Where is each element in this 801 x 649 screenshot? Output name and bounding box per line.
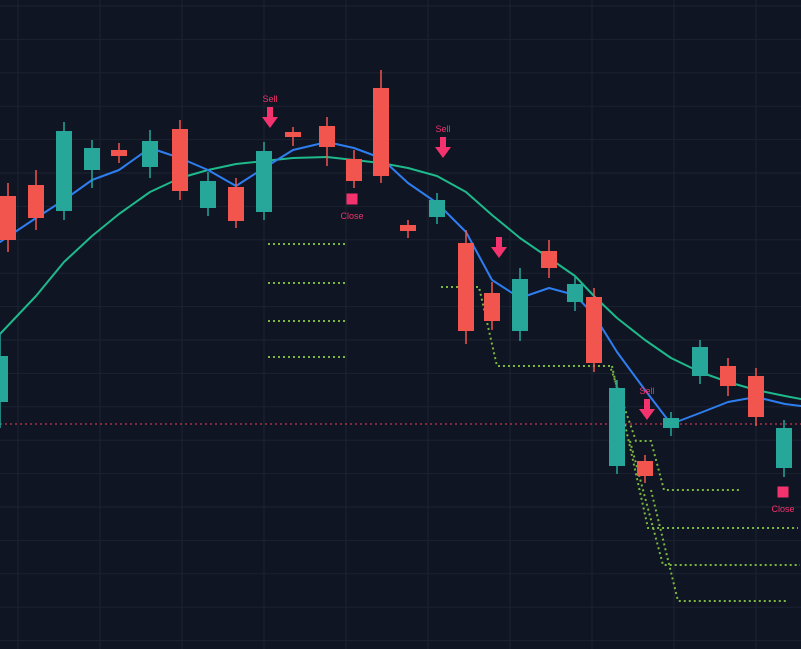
trail-stop-lines xyxy=(268,243,800,602)
sell-label[interactable]: Sell xyxy=(639,386,654,396)
candle-body xyxy=(373,88,389,176)
candle-body xyxy=(346,159,362,181)
candle xyxy=(111,143,127,163)
candle xyxy=(692,340,708,384)
candle xyxy=(637,455,653,483)
sell-arrow-icon[interactable] xyxy=(262,107,278,128)
ma-fast-line xyxy=(0,141,801,425)
close-square-icon[interactable] xyxy=(346,193,358,205)
candle-body xyxy=(720,366,736,386)
candle-body xyxy=(458,243,474,331)
candle xyxy=(172,120,188,200)
candle-body xyxy=(142,141,158,167)
candle-body xyxy=(0,196,16,240)
candle xyxy=(0,332,8,428)
candle xyxy=(319,117,335,166)
candle xyxy=(0,183,16,252)
candle-body xyxy=(429,200,445,217)
candle-body xyxy=(484,293,500,321)
candle-body xyxy=(512,279,528,331)
candle xyxy=(748,368,764,426)
candle xyxy=(285,127,301,146)
signal-markers: Sell Close Sell Sell Close xyxy=(262,94,795,514)
candle xyxy=(541,240,557,278)
candle xyxy=(84,140,100,188)
close-label[interactable]: Close xyxy=(771,504,794,514)
candle-body xyxy=(200,181,216,208)
candle xyxy=(567,276,583,311)
candle xyxy=(458,230,474,344)
candle-body xyxy=(541,251,557,268)
candle xyxy=(720,358,736,396)
candle-body xyxy=(28,185,44,218)
candle xyxy=(609,380,625,474)
sell-label[interactable]: Sell xyxy=(435,124,450,134)
candle-body xyxy=(748,376,764,417)
candle-body xyxy=(692,347,708,376)
candle-body xyxy=(256,151,272,212)
close-label[interactable]: Close xyxy=(340,211,363,221)
candle-body xyxy=(84,148,100,170)
candle-body xyxy=(637,461,653,476)
sell-arrow-icon[interactable] xyxy=(435,137,451,158)
candle-body xyxy=(172,129,188,191)
sell-arrow-icon[interactable] xyxy=(491,237,507,258)
candle xyxy=(56,122,72,220)
candle-body xyxy=(0,356,8,402)
candle-body xyxy=(228,187,244,221)
candle xyxy=(586,288,602,372)
candle-body xyxy=(663,418,679,428)
candle xyxy=(256,142,272,220)
candle xyxy=(400,220,416,238)
candle-body xyxy=(285,132,301,137)
candle xyxy=(512,268,528,341)
close-square-icon[interactable] xyxy=(777,486,789,498)
candle xyxy=(429,193,445,224)
candle-body xyxy=(56,131,72,211)
sell-label[interactable]: Sell xyxy=(262,94,277,104)
candle xyxy=(484,282,500,330)
candle-body xyxy=(586,297,602,363)
candle-body xyxy=(776,428,792,468)
candle xyxy=(373,70,389,183)
sell-arrow-icon[interactable] xyxy=(639,399,655,420)
candle-body xyxy=(567,284,583,302)
candle xyxy=(346,150,362,188)
candle xyxy=(200,172,216,216)
candle-body xyxy=(400,225,416,231)
ma-slow-line xyxy=(0,156,801,400)
candle-body xyxy=(319,126,335,147)
candles xyxy=(0,70,792,483)
candle xyxy=(663,412,679,436)
candle xyxy=(776,420,792,477)
candle-body xyxy=(609,388,625,466)
candle xyxy=(228,178,244,228)
candle-body xyxy=(111,150,127,156)
candle xyxy=(142,130,158,178)
candle xyxy=(28,170,44,230)
